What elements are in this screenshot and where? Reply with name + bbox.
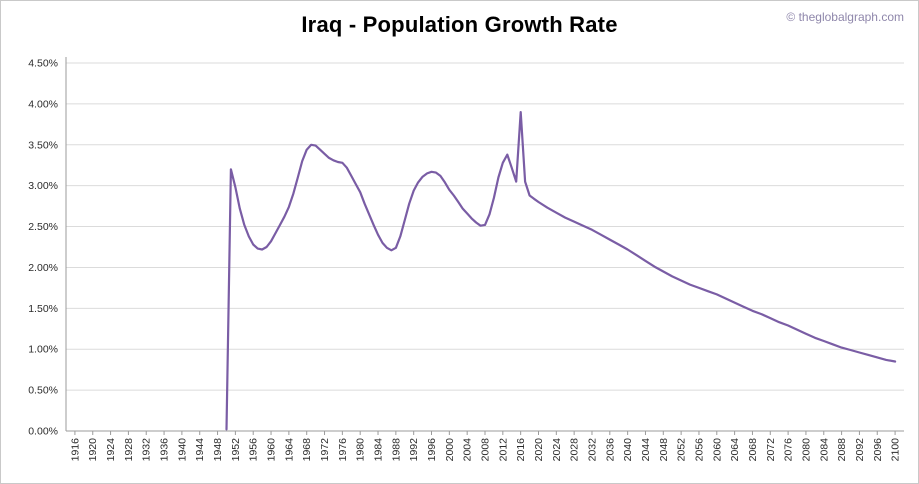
svg-text:2048: 2048	[658, 438, 670, 462]
svg-text:1976: 1976	[337, 438, 349, 462]
svg-text:1944: 1944	[194, 438, 206, 462]
svg-text:1920: 1920	[87, 438, 99, 462]
svg-text:1952: 1952	[230, 438, 242, 462]
svg-text:4.00%: 4.00%	[28, 98, 58, 110]
svg-text:2064: 2064	[729, 438, 741, 462]
svg-text:1928: 1928	[123, 438, 135, 462]
svg-text:1960: 1960	[266, 438, 278, 462]
svg-text:1916: 1916	[69, 438, 81, 462]
svg-text:2036: 2036	[604, 438, 616, 462]
svg-text:0.00%: 0.00%	[28, 426, 58, 438]
svg-text:1936: 1936	[159, 438, 171, 462]
svg-text:0.50%: 0.50%	[28, 385, 58, 397]
svg-text:3.50%: 3.50%	[28, 139, 58, 151]
svg-text:1972: 1972	[319, 438, 331, 462]
svg-text:2084: 2084	[818, 438, 830, 462]
svg-text:1968: 1968	[301, 438, 313, 462]
svg-text:4.50%: 4.50%	[28, 58, 58, 70]
svg-text:2024: 2024	[551, 438, 563, 462]
watermark-link[interactable]: © theglobalgraph.com	[786, 10, 904, 24]
svg-text:2.00%: 2.00%	[28, 262, 58, 274]
x-ticks	[74, 431, 896, 435]
svg-text:1924: 1924	[105, 438, 117, 462]
svg-text:2060: 2060	[711, 438, 723, 462]
svg-text:2.50%: 2.50%	[28, 221, 58, 233]
svg-text:1956: 1956	[248, 438, 260, 462]
svg-text:2088: 2088	[836, 438, 848, 462]
svg-text:1964: 1964	[283, 438, 295, 462]
svg-text:1932: 1932	[141, 438, 153, 462]
svg-text:1984: 1984	[373, 438, 385, 462]
svg-text:1992: 1992	[408, 438, 420, 462]
svg-text:2080: 2080	[800, 438, 812, 462]
y-axis-labels: 0.00% 0.50% 1.00% 1.50% 2.00% 2.50% 3.00% 3.50%…	[28, 58, 58, 438]
svg-text:2072: 2072	[765, 438, 777, 462]
y-gridlines	[66, 62, 904, 391]
svg-text:2092: 2092	[854, 438, 866, 462]
x-axis-labels: 1916 1920 1924 1928 1932 1936 1940 1944 1948 1952…	[69, 438, 901, 462]
svg-text:3.00%: 3.00%	[28, 180, 58, 192]
svg-text:1988: 1988	[390, 438, 402, 462]
svg-text:2044: 2044	[640, 438, 652, 462]
svg-text:2056: 2056	[693, 438, 705, 462]
svg-text:2008: 2008	[480, 438, 492, 462]
svg-text:2012: 2012	[497, 438, 509, 462]
chart-title: Iraq - Population Growth Rate	[301, 12, 618, 37]
axes	[65, 57, 904, 432]
svg-text:2020: 2020	[533, 438, 545, 462]
svg-text:2068: 2068	[747, 438, 759, 462]
svg-text:2076: 2076	[783, 438, 795, 462]
svg-text:1.50%: 1.50%	[28, 303, 58, 315]
svg-text:2052: 2052	[676, 438, 688, 462]
svg-text:1940: 1940	[176, 438, 188, 462]
svg-text:1980: 1980	[355, 438, 367, 462]
svg-text:2100: 2100	[890, 438, 902, 462]
svg-text:2096: 2096	[872, 438, 884, 462]
svg-text:2032: 2032	[586, 438, 598, 462]
svg-text:2040: 2040	[622, 438, 634, 462]
svg-text:1.00%: 1.00%	[28, 344, 58, 356]
svg-text:2004: 2004	[462, 438, 474, 462]
svg-text:1996: 1996	[426, 438, 438, 462]
svg-text:1948: 1948	[212, 438, 224, 462]
plot-line	[225, 110, 897, 431]
svg-text:2028: 2028	[569, 438, 581, 462]
svg-text:2000: 2000	[444, 438, 456, 462]
svg-text:2016: 2016	[515, 438, 527, 462]
